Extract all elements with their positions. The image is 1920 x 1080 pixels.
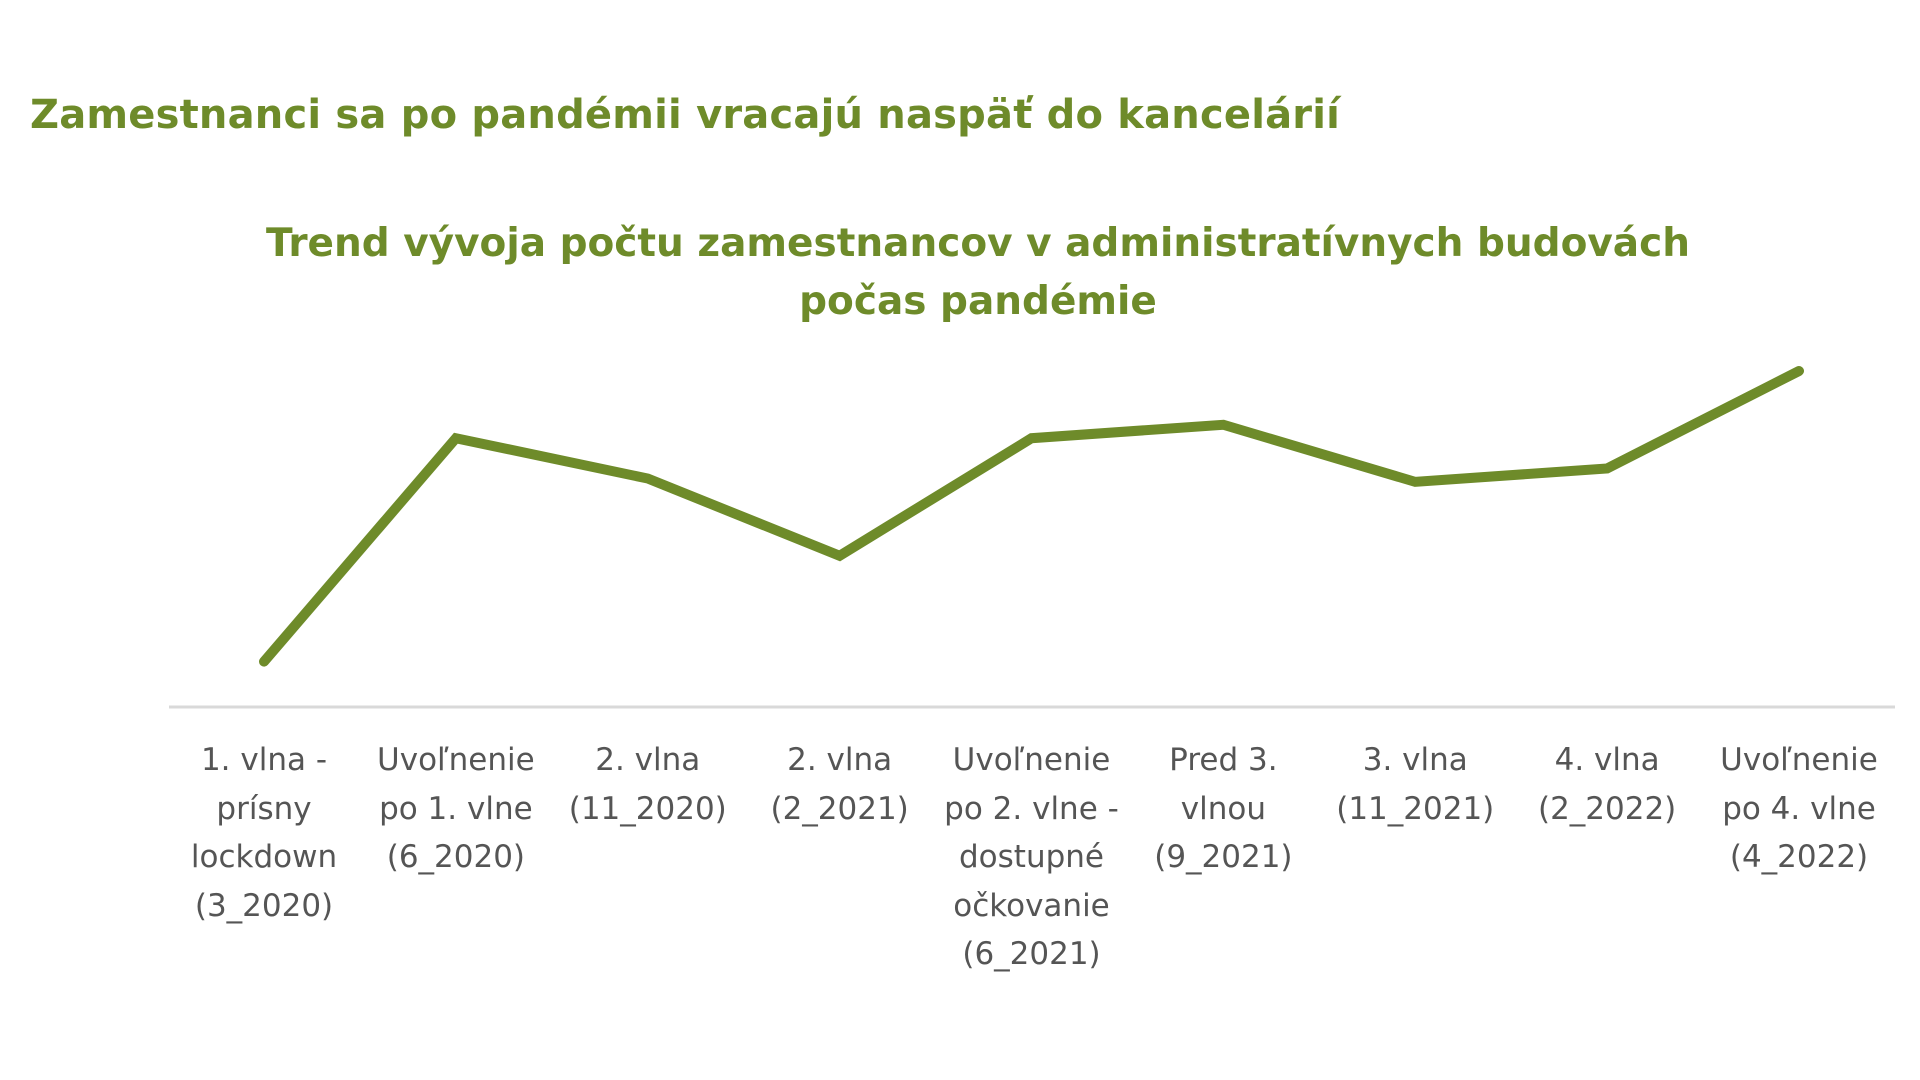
x-tick-label: 1. vlna - prísny lockdown (3_2020) (190, 742, 338, 924)
x-tick-label: 2. vlna (2_2021) (770, 742, 909, 827)
x-tick-label: Uvoľnenie po 1. vlne (6_2020) (377, 742, 535, 875)
x-tick-label: Uvoľnenie po 2. vlne - dostupné očkovani… (944, 742, 1119, 972)
chart-title: Trend vývoja počtu zamestnancov v admini… (200, 215, 1756, 331)
chart-title-line-1: Trend vývoja počtu zamestnancov v admini… (266, 221, 1690, 266)
page-title: Zamestnanci sa po pandémii vracajú naspä… (30, 92, 1341, 138)
x-tick-label: 3. vlna (11_2021) (1336, 742, 1495, 827)
x-tick-label: 4. vlna (2_2022) (1537, 742, 1677, 827)
x-tick-label: Uvoľnenie po 4. vlne (4_2022) (1720, 742, 1878, 875)
x-tick-label: 2. vlna (11_2020) (568, 742, 727, 827)
chart-title-line-2: počas pandémie (799, 279, 1157, 324)
x-tick-label: Pred 3. vlnou (9_2021) (1154, 742, 1293, 875)
series-line (259, 366, 1804, 667)
